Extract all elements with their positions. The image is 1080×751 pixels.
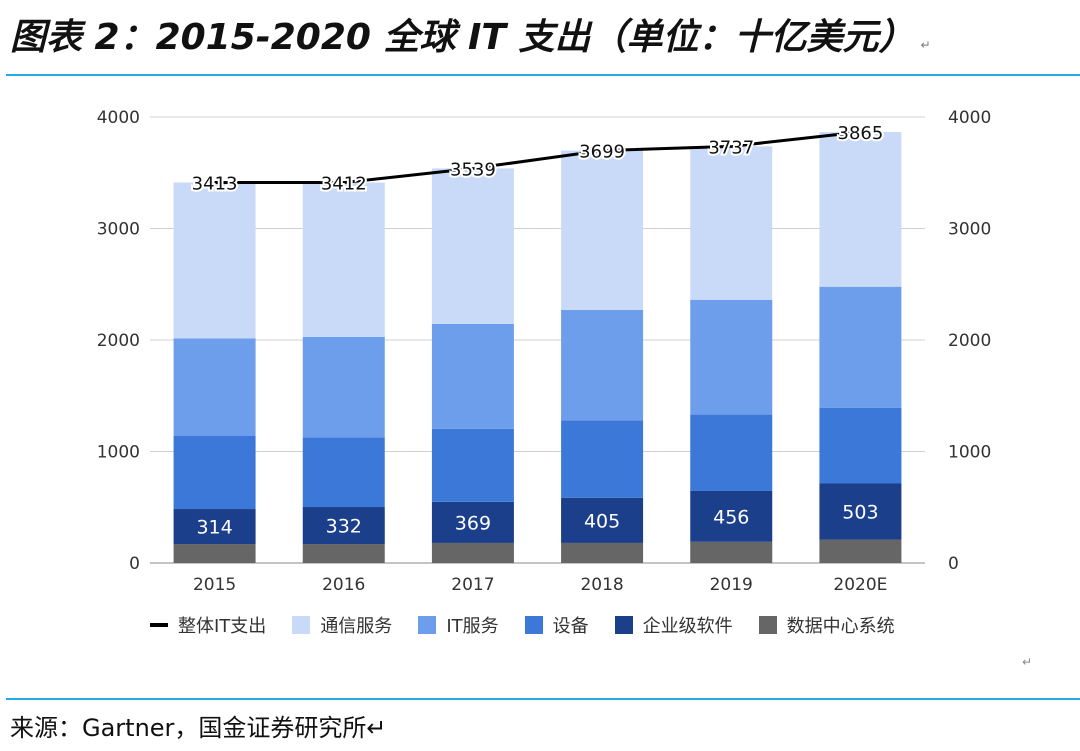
line-data-label: 3539 [450, 159, 496, 180]
line-data-label: 3865 [838, 123, 884, 144]
bar-segment [690, 299, 773, 415]
legend-swatch [758, 616, 777, 634]
bar-segment [819, 132, 902, 287]
data-label: 405 [584, 510, 620, 532]
bar-segment [690, 146, 773, 300]
y-tick-label: 4000 [97, 108, 140, 128]
x-tick-label: 2020E [833, 575, 887, 595]
legend-item: 通信服务 [292, 612, 392, 638]
paragraph-mark-end: ↵ [1022, 655, 1033, 669]
x-tick-label: 2016 [322, 575, 365, 595]
legend-label: 通信服务 [320, 616, 393, 637]
legend-label: 数据中心系统 [786, 616, 895, 637]
x-tick-label: 2019 [710, 575, 753, 595]
bar-segment [690, 414, 773, 491]
legend-swatch [524, 616, 543, 634]
line-data-label: 3737 [708, 137, 754, 158]
y2-tick-label: 3000 [948, 220, 991, 240]
bar-segment [690, 490, 773, 542]
y-tick-label: 3000 [97, 220, 140, 240]
y-tick-label: 1000 [97, 443, 140, 463]
total-line [214, 130, 861, 185]
bar-segment [561, 150, 644, 310]
line-data-label: 3412 [321, 174, 367, 195]
bar-segment [561, 420, 644, 498]
source-note: 来源：Gartner，国金证券研究所↵ [10, 714, 387, 742]
bar-segment [302, 507, 385, 545]
legend-swatch [614, 616, 633, 634]
bar-segment [173, 436, 256, 510]
bar-segment [302, 336, 385, 438]
y-tick-label: 0 [129, 554, 140, 574]
bar-segment [431, 323, 514, 429]
y2-tick-label: 4000 [948, 108, 991, 128]
legend-label: 整体IT支出 [178, 616, 267, 637]
data-label: 369 [455, 512, 491, 534]
bar-segment [819, 483, 902, 540]
data-label: 456 [713, 506, 749, 528]
line-data-label: 3413 [192, 173, 238, 194]
page-title: 图表 2：2015-2020 全球 IT 支出（单位：十亿美元） ↵ [10, 8, 931, 60]
bar-segment [561, 309, 644, 421]
legend-label: 设备 [552, 616, 589, 637]
bar-segment [819, 407, 902, 484]
bar-segment [302, 182, 385, 337]
legend-item: 设备 [524, 612, 589, 638]
data-label: 503 [842, 502, 878, 524]
top-divider [6, 74, 1080, 76]
y2-tick-label: 0 [948, 554, 959, 574]
bar-segment [173, 338, 256, 437]
y2-tick-label: 1000 [948, 443, 991, 463]
bar-segment [819, 286, 902, 408]
bar-segment [561, 497, 644, 543]
bar-segment [431, 168, 514, 324]
legend-item: 数据中心系统 [758, 612, 895, 638]
line-data-label: 3699 [579, 142, 625, 163]
bottom-divider [6, 698, 1080, 700]
bar-segment [561, 542, 644, 563]
bar-segment [173, 182, 256, 339]
x-tick-label: 2018 [580, 575, 623, 595]
bar-segment [173, 544, 256, 563]
data-label: 332 [326, 516, 362, 538]
y-tick-label: 2000 [97, 331, 140, 351]
legend-item: 企业级软件 [614, 612, 733, 638]
legend-swatch [418, 616, 437, 634]
bar-segment [690, 541, 773, 563]
bar-segment [302, 544, 385, 563]
legend-label: IT服务 [446, 616, 499, 637]
legend-item: 整体IT支出 [150, 612, 266, 638]
bar-segment [431, 542, 514, 563]
stacked-bar-chart: 0 1000 2000 3000 4000 0 1000 2000 3000 4000 314 201… [97, 108, 992, 595]
y2-tick-label: 2000 [948, 331, 991, 351]
chart-legend: 整体IT支出 通信服务 IT服务 设备 企业级软件 数据中心系统 [150, 612, 921, 638]
bar-segment [431, 428, 514, 502]
bar-segment [302, 437, 385, 508]
bar-segment [431, 501, 514, 543]
x-tick-label: 2017 [451, 575, 494, 595]
x-tick-label: 2015 [193, 575, 236, 595]
data-label: 314 [196, 517, 232, 539]
legend-swatch [292, 616, 311, 634]
legend-item: IT服务 [418, 612, 499, 638]
paragraph-mark: ↵ [920, 38, 931, 52]
legend-swatch [150, 623, 168, 627]
bar-segment [819, 539, 902, 563]
bar-segment [173, 509, 256, 545]
legend-label: 企业级软件 [642, 616, 733, 637]
chart-title: 图表 2：2015-2020 全球 IT 支出（单位：十亿美元） [10, 17, 915, 58]
